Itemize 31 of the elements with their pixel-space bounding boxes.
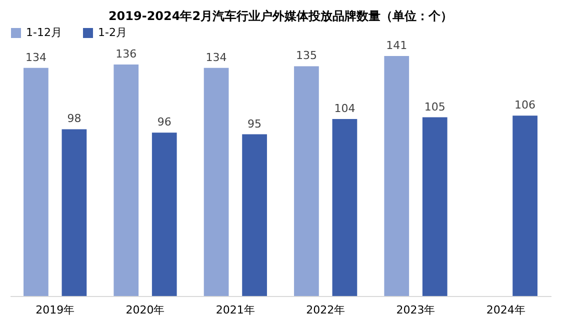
bar — [114, 64, 139, 296]
bar — [24, 68, 48, 296]
x-tick-label: 2024年 — [486, 304, 526, 316]
x-tick-label: 2022年 — [306, 304, 346, 316]
chart-title: 2019-2024年2月汽车行业户外媒体投放品牌数量（单位：个） — [108, 9, 453, 23]
bar — [512, 116, 538, 296]
legend-label: 1-2月 — [98, 26, 127, 39]
data-label: 96 — [157, 116, 172, 129]
bar — [294, 66, 319, 296]
bar — [422, 117, 448, 296]
bar — [242, 134, 267, 296]
data-label: 141 — [386, 39, 408, 52]
bar — [62, 129, 87, 296]
bar — [384, 56, 410, 296]
data-label: 134 — [25, 50, 46, 64]
data-label: 136 — [116, 48, 137, 61]
bar — [332, 118, 358, 296]
data-label: 105 — [424, 100, 446, 114]
legend-label: 1-12月 — [26, 26, 62, 39]
x-tick-label: 2019年 — [36, 304, 75, 316]
data-label: 135 — [296, 49, 317, 62]
data-label: 134 — [206, 50, 227, 64]
data-label: 106 — [514, 98, 536, 112]
bar — [204, 68, 229, 296]
data-label: 98 — [67, 112, 82, 126]
data-label: 95 — [248, 117, 262, 130]
x-tick-label: 2020年 — [126, 304, 165, 316]
data-label: 104 — [334, 102, 356, 115]
bar — [152, 132, 177, 296]
x-tick-label: 2023年 — [396, 304, 436, 316]
x-tick-label: 2021年 — [216, 304, 255, 316]
